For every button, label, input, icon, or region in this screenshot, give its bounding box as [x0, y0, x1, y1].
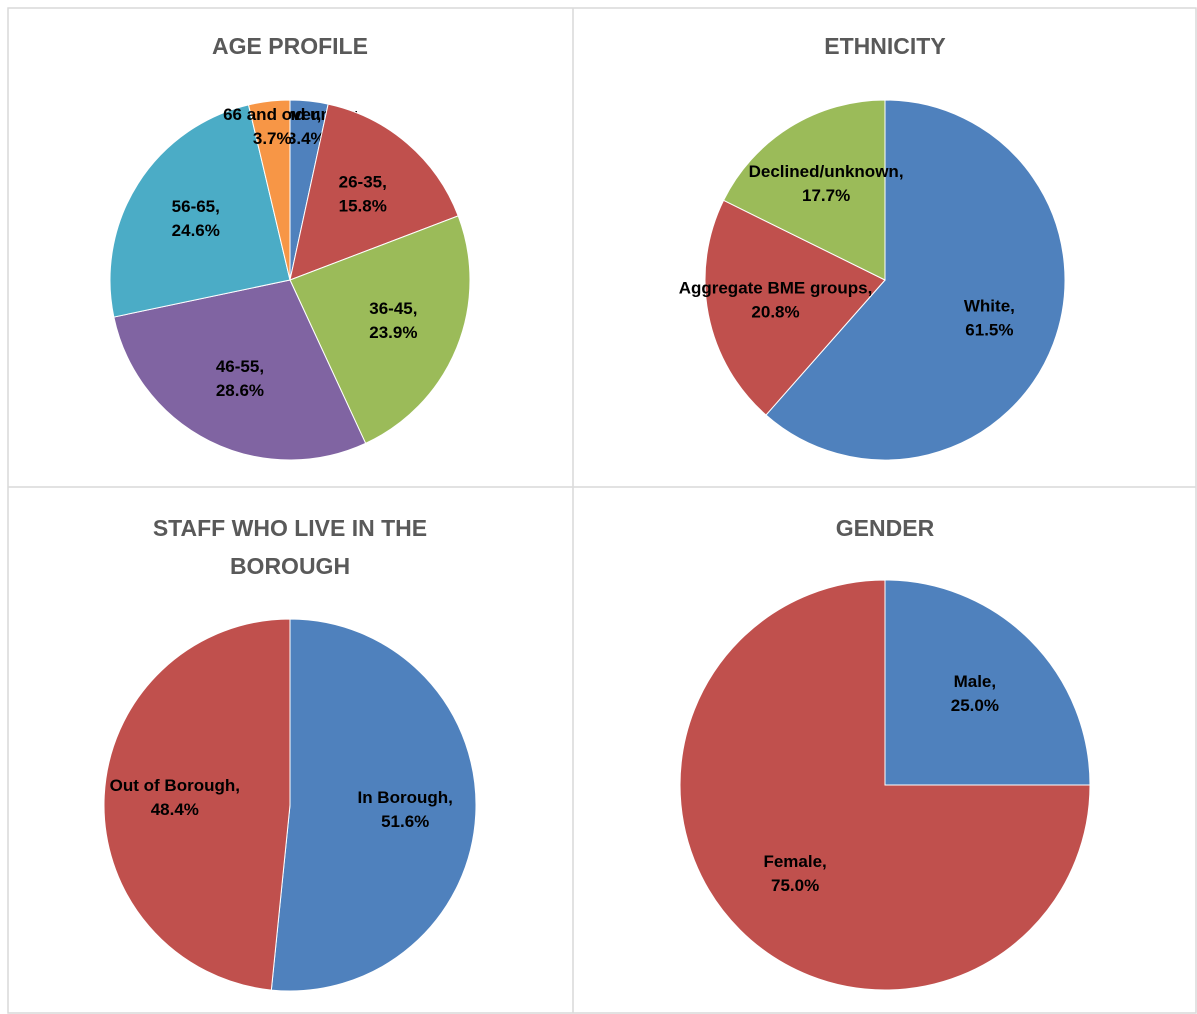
pie-slice: [109, 104, 291, 318]
separator: ,: [413, 300, 418, 319]
pie-slice: [289, 215, 471, 445]
label-category: Female: [763, 852, 822, 871]
data-label: 66 and over, 3.7%: [223, 106, 321, 149]
pie-slice: [103, 618, 291, 991]
data-label: Declined/unknown, 17.7%: [749, 163, 904, 206]
pie-slice: [679, 579, 1091, 991]
chart-title: GENDER: [836, 515, 935, 541]
label-value: 28.6%: [216, 381, 264, 400]
label-value: 24.6%: [172, 222, 220, 241]
label-category: Declined/unknown: [749, 163, 899, 182]
label-value: 17.7%: [802, 187, 850, 206]
separator: ,: [1010, 297, 1015, 316]
separator: ,: [382, 173, 387, 192]
pie-slice: [247, 99, 291, 281]
separator: ,: [259, 357, 264, 376]
pie-slice: [722, 99, 886, 281]
pie-slice: [704, 199, 886, 416]
label-value: 23.9%: [369, 324, 417, 343]
label-value: 3.4%: [287, 129, 326, 148]
data-label: In Borough, 51.6%: [357, 788, 452, 831]
separator: ,: [822, 852, 827, 871]
label-category: 56-65: [172, 198, 215, 217]
data-label: Out of Borough, 48.4%: [110, 777, 240, 820]
label-value: 15.8%: [339, 197, 387, 216]
separator: ,: [317, 106, 322, 125]
label-value: 25.0%: [951, 697, 999, 716]
label-value: 20.8%: [751, 303, 799, 322]
separator: ,: [215, 198, 220, 217]
pie-slice: [289, 103, 459, 281]
label-category: 36-45: [369, 300, 412, 319]
separator: ,: [235, 777, 240, 796]
chart-title: STAFF WHO LIVE IN THE BOROUGH: [153, 515, 427, 579]
separator: ,: [899, 163, 904, 182]
data-label: 36-45, 23.9%: [369, 300, 417, 343]
frame: [7, 7, 1197, 1014]
data-label: Aggregate BME groups, 20.8%: [679, 279, 873, 322]
pie-slice: [270, 618, 477, 992]
title-line: STAFF WHO LIVE IN THE: [153, 515, 427, 541]
title-line: BOROUGH: [230, 553, 350, 579]
label-category: Aggregate BME groups: [679, 279, 868, 298]
chart-title: AGE PROFILE: [212, 33, 368, 59]
data-label: 56-65, 24.6%: [172, 198, 220, 241]
data-label: Female, 75.0%: [763, 852, 826, 895]
separator: ,: [991, 673, 996, 692]
data-label: Male, 25.0%: [951, 673, 999, 716]
separator: ,: [448, 788, 453, 807]
label-category: In Borough: [357, 788, 448, 807]
pie-slice: [765, 99, 1066, 461]
label-category: Out of Borough: [110, 777, 236, 796]
label-category: 26-35: [339, 173, 382, 192]
label-value: 51.6%: [381, 812, 429, 831]
label-category: White: [964, 297, 1010, 316]
pie-slice: [113, 279, 367, 461]
label-category: Male: [954, 673, 992, 692]
label-category: 66 and over: [223, 106, 318, 125]
label-category: 46-55: [216, 357, 259, 376]
label-value: 3.7%: [253, 130, 292, 149]
chart-title: ETHNICITY: [824, 33, 945, 59]
data-label: White, 61.5%: [964, 297, 1015, 340]
data-label: 26-35, 15.8%: [339, 173, 387, 216]
label-value: 48.4%: [151, 801, 199, 820]
pie-slice: [884, 579, 1091, 786]
separator: ,: [868, 279, 873, 298]
data-label: 46-55, 28.6%: [216, 357, 264, 400]
label-value: 61.5%: [965, 321, 1013, 340]
label-value: 75.0%: [771, 876, 819, 895]
